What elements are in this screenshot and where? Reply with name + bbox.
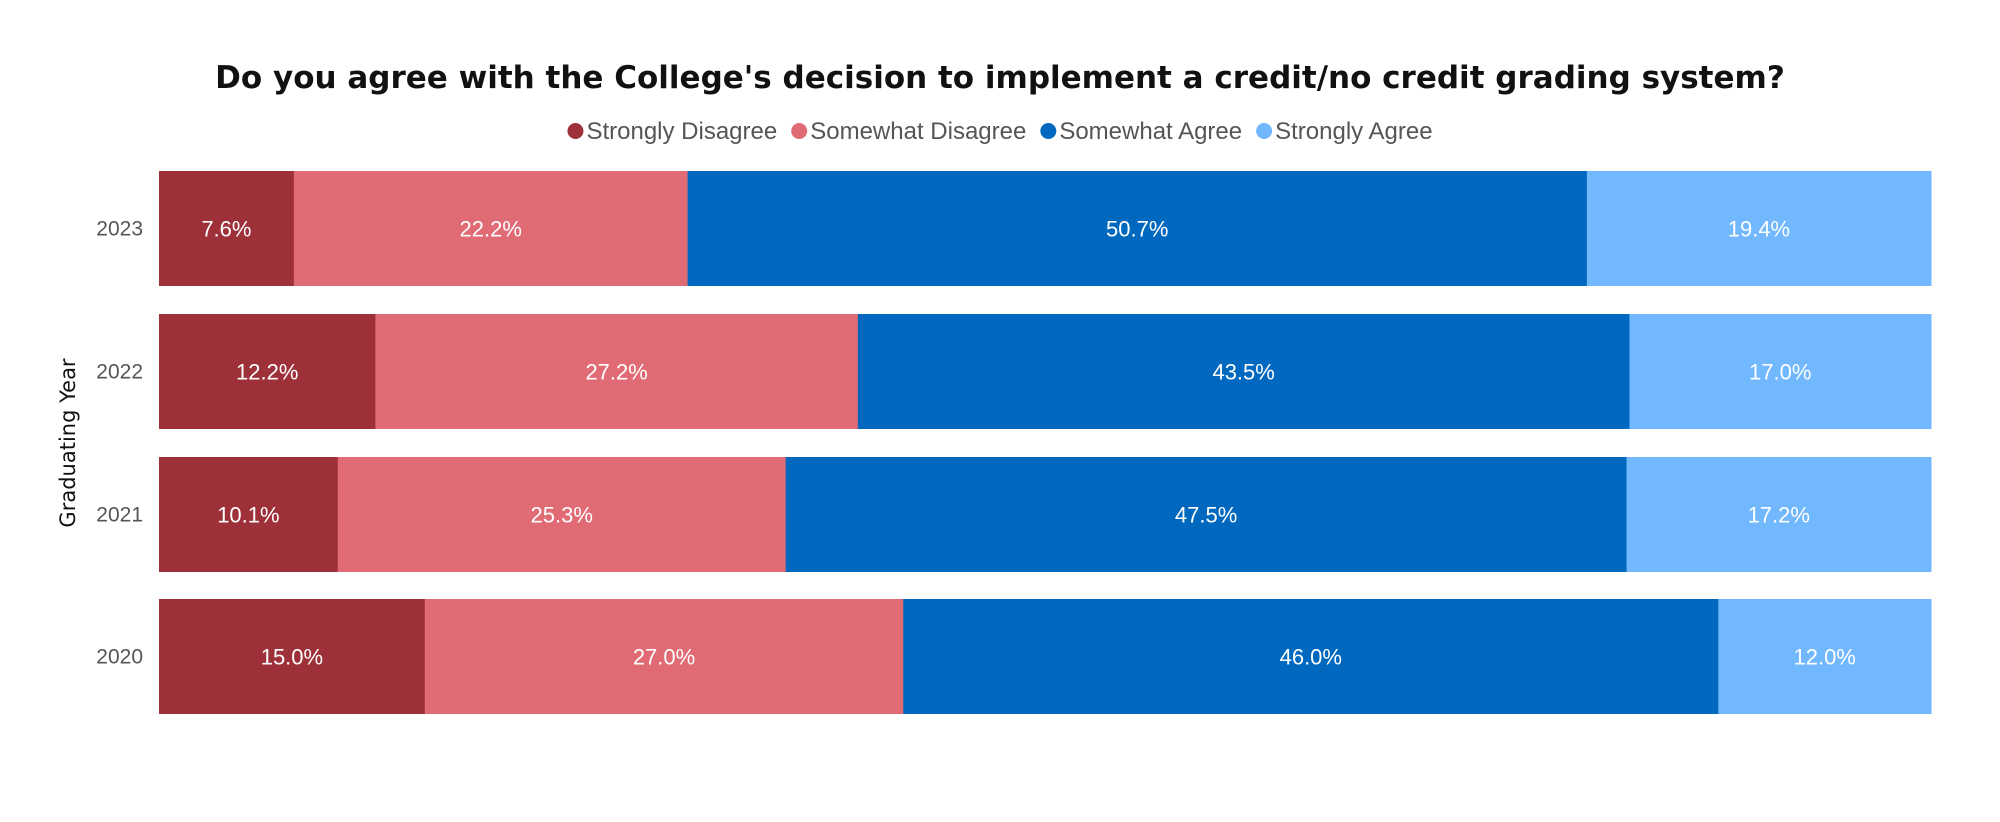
bar-segment bbox=[375, 314, 859, 429]
data-label: 12.0% bbox=[1793, 645, 1855, 670]
y-tick-label: 2023 bbox=[96, 218, 143, 241]
legend-item[interactable]: Somewhat Agree bbox=[1040, 118, 1242, 145]
legend-label: Somewhat Agree bbox=[1059, 118, 1242, 145]
legend-label: Somewhat Disagree bbox=[810, 118, 1026, 145]
bar-segment bbox=[293, 171, 689, 286]
data-label: 17.2% bbox=[1748, 503, 1810, 528]
bar-segment bbox=[785, 457, 1628, 572]
data-label: 27.2% bbox=[585, 360, 647, 385]
data-label: 19.4% bbox=[1728, 217, 1790, 242]
data-label: 46.0% bbox=[1280, 645, 1342, 670]
data-label: 43.5% bbox=[1212, 360, 1274, 385]
legend-marker bbox=[791, 123, 808, 139]
legend-label: Strongly Disagree bbox=[586, 118, 777, 145]
bar-segment bbox=[159, 599, 426, 714]
bar-segment bbox=[687, 171, 1588, 286]
bar-segment bbox=[159, 171, 295, 286]
data-label: 12.2% bbox=[236, 360, 298, 385]
data-label: 17.0% bbox=[1749, 360, 1811, 385]
bar-segment bbox=[1586, 171, 1932, 286]
legend-marker bbox=[1040, 123, 1057, 139]
bar-segment bbox=[857, 314, 1630, 429]
data-label: 25.3% bbox=[531, 503, 593, 528]
data-label: 15.0% bbox=[261, 645, 323, 670]
chart-title: Do you agree with the College's decision… bbox=[215, 60, 1785, 96]
bars: 7.6% 22.2% 50.7% 19.4% 12.2% 27.2% 43.5% 17.0% 1… bbox=[159, 171, 1932, 714]
legend-item[interactable]: Strongly Agree bbox=[1256, 118, 1433, 145]
legend-item[interactable]: Somewhat Disagree bbox=[791, 118, 1026, 145]
bar-segment bbox=[159, 457, 339, 572]
bar-segment bbox=[1626, 457, 1932, 572]
bar-segment bbox=[1718, 599, 1932, 714]
data-label: 47.5% bbox=[1175, 503, 1237, 528]
bar-segment bbox=[159, 314, 376, 429]
legend-label: Strongly Agree bbox=[1275, 118, 1432, 145]
y-tick-label: 2021 bbox=[96, 504, 143, 527]
legend-item[interactable]: Strongly Disagree bbox=[567, 118, 777, 145]
bar-segment bbox=[1629, 314, 1932, 429]
data-label: 7.6% bbox=[201, 217, 251, 242]
data-label: 10.1% bbox=[217, 503, 279, 528]
y-tick-label: 2020 bbox=[96, 646, 143, 669]
bar-segment bbox=[903, 599, 1719, 714]
data-label: 22.2% bbox=[460, 217, 522, 242]
data-label: 50.7% bbox=[1106, 217, 1168, 242]
bar-segment bbox=[337, 457, 787, 572]
data-label: 27.0% bbox=[633, 645, 695, 670]
y-axis-title: Graduating Year bbox=[56, 358, 80, 527]
legend: Strongly Disagree Somewhat Disagree Somewh… bbox=[567, 118, 1433, 145]
legend-marker bbox=[1256, 123, 1273, 139]
bar-segment bbox=[424, 599, 904, 714]
legend-marker bbox=[567, 123, 584, 139]
y-axis-ticks: 2023 2022 2021 2020 bbox=[96, 218, 143, 669]
y-tick-label: 2022 bbox=[96, 361, 143, 384]
